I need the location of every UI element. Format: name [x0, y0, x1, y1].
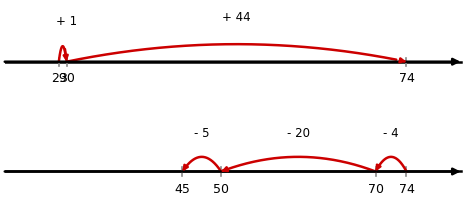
Text: 74: 74 — [399, 182, 414, 195]
Text: 30: 30 — [59, 72, 74, 85]
Text: + 1: + 1 — [56, 15, 77, 28]
Text: - 5: - 5 — [194, 126, 210, 139]
Text: 74: 74 — [399, 72, 414, 85]
Text: 50: 50 — [213, 182, 229, 195]
Text: 70: 70 — [368, 182, 384, 195]
Text: + 44: + 44 — [222, 11, 251, 24]
Text: 45: 45 — [175, 182, 190, 195]
Text: - 4: - 4 — [383, 126, 399, 139]
Text: - 20: - 20 — [287, 126, 310, 139]
Text: 29: 29 — [51, 72, 67, 85]
